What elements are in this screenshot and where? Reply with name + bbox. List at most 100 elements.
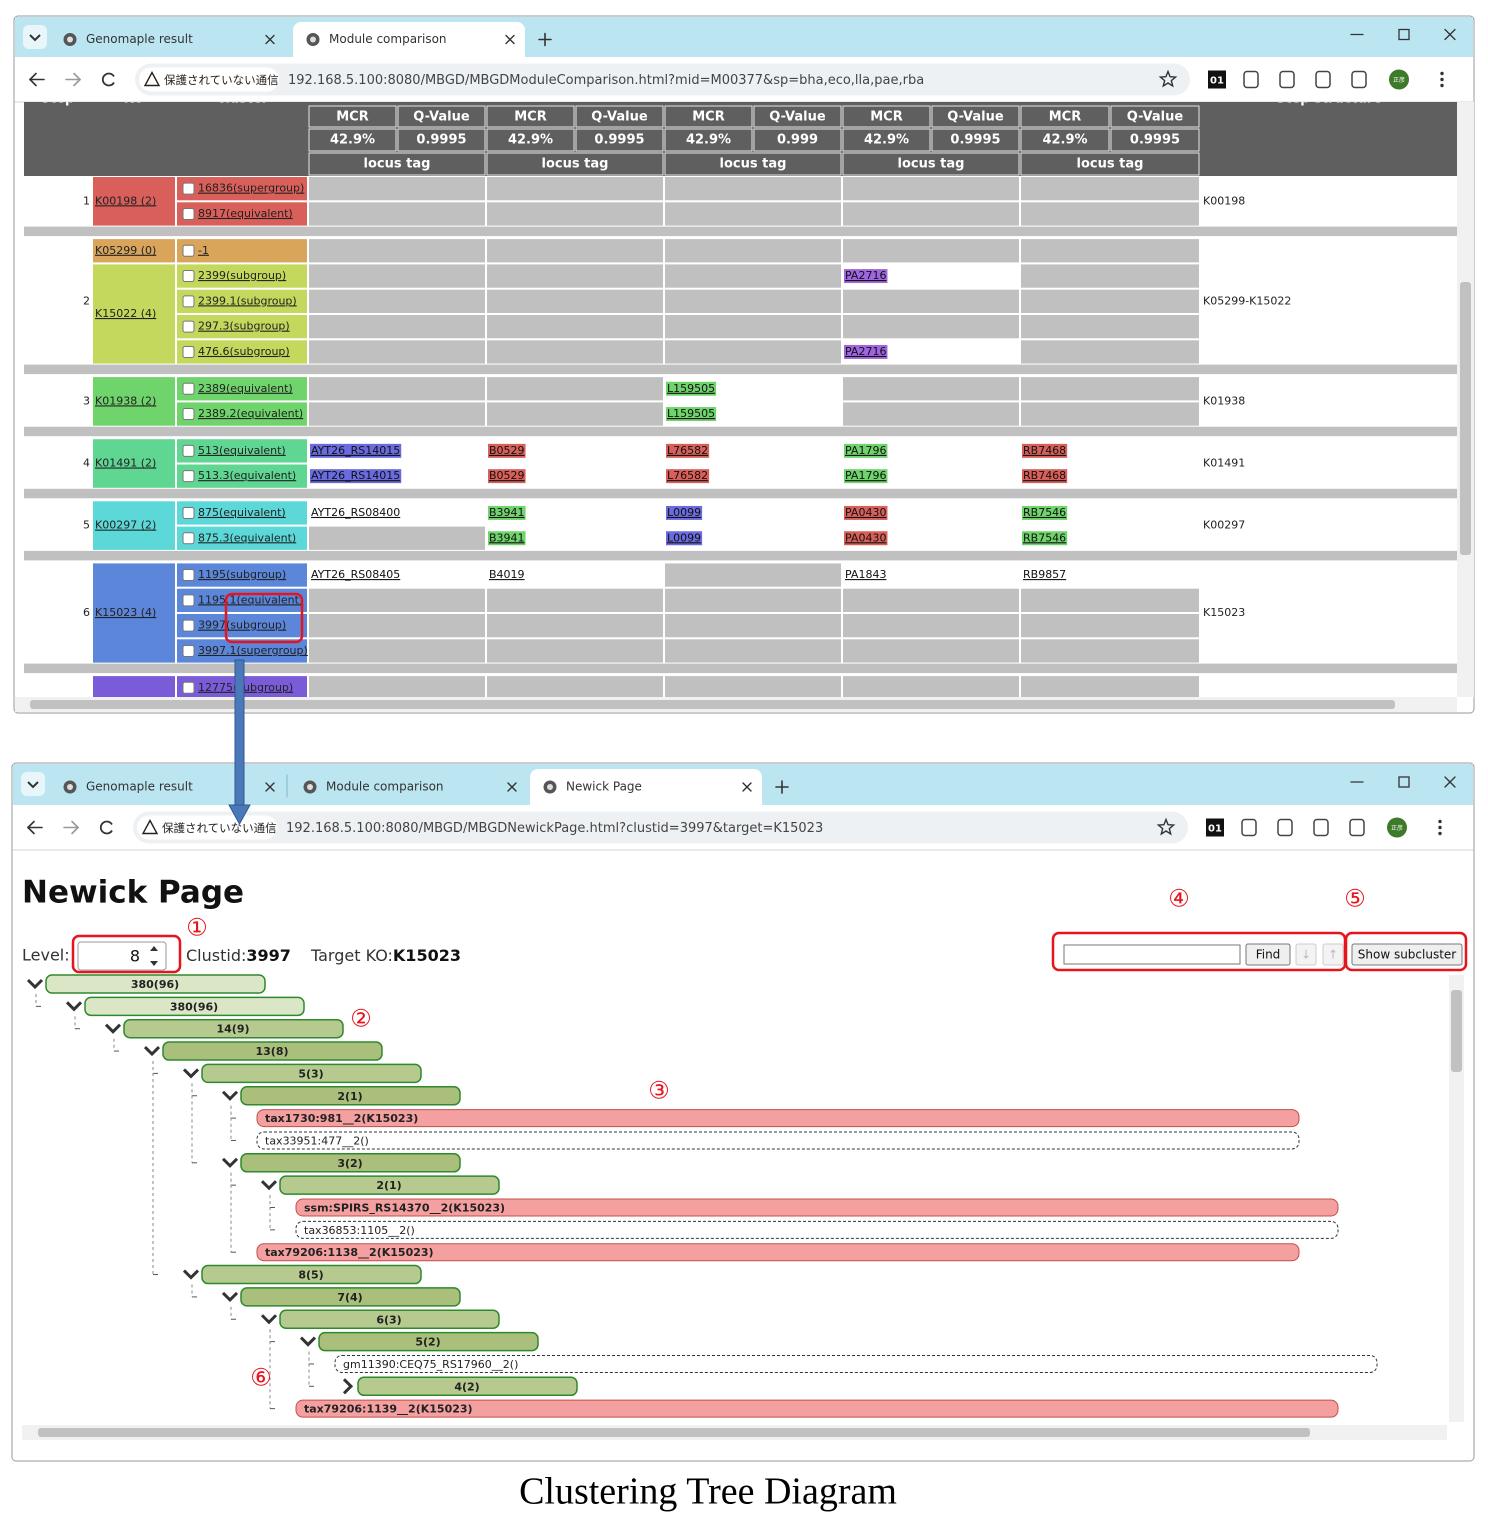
leaf-hit[interactable] xyxy=(256,1243,1300,1262)
locus-link[interactable]: L76582 xyxy=(667,444,708,457)
level-value[interactable]: 8 xyxy=(130,947,140,966)
omnibox[interactable] xyxy=(133,811,1188,844)
ko-link[interactable]: K00198 (2) xyxy=(95,194,156,207)
collapse-toggle[interactable] xyxy=(143,1045,161,1057)
collapse-toggle[interactable] xyxy=(260,1180,278,1191)
tab-title[interactable]: Genomaple result xyxy=(86,32,193,46)
locus-link[interactable]: L0099 xyxy=(667,506,701,519)
toolbar-icon[interactable] xyxy=(1243,70,1259,89)
tree-node[interactable] xyxy=(240,1287,461,1307)
h-scroll-thumb[interactable] xyxy=(38,1428,1310,1437)
ko-link[interactable]: K00297 (2) xyxy=(95,519,156,532)
collapse-toggle[interactable] xyxy=(260,1314,278,1325)
collapse-toggle[interactable] xyxy=(221,1157,239,1168)
spin-up[interactable] xyxy=(150,946,158,951)
checkbox[interactable] xyxy=(182,532,195,545)
cluster-link[interactable]: 2389.2(equivalent) xyxy=(198,407,303,420)
node-label[interactable]: 2(1) xyxy=(337,1090,362,1103)
extension-icon[interactable] xyxy=(1208,70,1226,89)
cluster-link[interactable]: 2389(equivalent) xyxy=(198,382,293,395)
button-label[interactable]: ↑ xyxy=(1328,948,1338,962)
node-label[interactable]: 7(4) xyxy=(337,1291,362,1304)
leaf-hit[interactable] xyxy=(295,1399,1339,1418)
leaf[interactable] xyxy=(256,1131,1300,1150)
collapse-toggle[interactable] xyxy=(26,978,44,990)
tree-node[interactable] xyxy=(45,974,266,994)
ko-link[interactable]: K01938 (2) xyxy=(95,394,156,407)
checkbox[interactable] xyxy=(182,382,195,395)
avatar[interactable] xyxy=(1387,817,1407,838)
leaf-label[interactable]: tax79206:1138__2(K15023) xyxy=(265,1246,434,1259)
button[interactable] xyxy=(1295,943,1317,966)
h-scroll-thumb[interactable] xyxy=(30,700,1395,709)
locus-link[interactable]: PA1796 xyxy=(845,444,886,457)
leaf-hit[interactable] xyxy=(256,1109,1300,1128)
tab-title[interactable]: Module comparison xyxy=(326,780,444,794)
cluster-link[interactable]: 3997(subgroup) xyxy=(198,619,286,632)
checkbox[interactable] xyxy=(182,295,195,308)
star-icon[interactable] xyxy=(1158,69,1178,88)
locus-link[interactable]: AYT26_RS08405 xyxy=(311,568,400,581)
locus-link[interactable]: PA2716 xyxy=(845,345,886,358)
locus-link[interactable]: RB7468 xyxy=(1023,444,1066,457)
checkbox[interactable] xyxy=(182,470,195,483)
extension-icon[interactable] xyxy=(1206,818,1224,837)
star-icon[interactable] xyxy=(1156,817,1176,836)
avatar[interactable] xyxy=(1389,69,1409,90)
level-input[interactable] xyxy=(77,941,167,971)
collapse-toggle[interactable] xyxy=(182,1068,200,1079)
v-scroll-thumb[interactable] xyxy=(1451,990,1462,1072)
node-label[interactable]: 8(5) xyxy=(298,1269,323,1282)
tab-active[interactable] xyxy=(293,22,525,63)
button[interactable] xyxy=(1245,943,1291,966)
v-scroll-thumb[interactable] xyxy=(1460,282,1471,555)
locus-link[interactable]: PA0430 xyxy=(845,506,886,519)
checkbox[interactable] xyxy=(182,345,195,358)
collapse-toggle[interactable] xyxy=(104,1023,122,1034)
cluster-link[interactable]: 297.3(subgroup) xyxy=(198,320,290,333)
cluster-link[interactable]: 8917(equivalent) xyxy=(198,207,293,220)
locus-link[interactable]: RB9857 xyxy=(1023,568,1066,581)
toolbar-icon[interactable] xyxy=(1315,70,1331,89)
collapse-toggle[interactable] xyxy=(182,1269,200,1280)
locus-link[interactable]: RB7468 xyxy=(1023,469,1066,482)
tree-node[interactable] xyxy=(279,1309,500,1329)
checkbox[interactable] xyxy=(182,569,195,582)
tree-node[interactable] xyxy=(201,1063,422,1084)
checkbox[interactable] xyxy=(182,619,195,632)
tree-node[interactable] xyxy=(240,1153,461,1173)
cluster-link[interactable]: 1195(subgroup) xyxy=(198,568,286,581)
collapse-toggle[interactable] xyxy=(221,1090,239,1101)
locus-link[interactable]: RB7546 xyxy=(1023,506,1066,519)
node-label[interactable]: 2(1) xyxy=(376,1179,401,1192)
toolbar-icon[interactable] xyxy=(1277,818,1293,837)
checkbox[interactable] xyxy=(182,644,195,657)
locus-link[interactable]: AYT26_RS08400 xyxy=(311,506,400,519)
node-label[interactable]: 380(96) xyxy=(170,1000,218,1013)
checkbox[interactable] xyxy=(182,320,195,333)
leaf-hit[interactable] xyxy=(295,1198,1339,1217)
ko-link[interactable]: K01491 (2) xyxy=(95,457,156,470)
checkbox[interactable] xyxy=(182,506,195,519)
cluster-link[interactable]: 875.3(equivalent) xyxy=(198,531,296,544)
v-scrollbar[interactable] xyxy=(1449,975,1464,1422)
cluster-link[interactable]: 2399.1(subgroup) xyxy=(198,294,297,307)
cluster-link[interactable]: 1195.1(equivalent) xyxy=(198,593,303,606)
locus-link[interactable]: B0529 xyxy=(489,469,525,482)
locus-link[interactable]: B4019 xyxy=(489,568,525,581)
leaf-label[interactable]: ssm:SPIRS_RS14370__2(K15023) xyxy=(304,1202,505,1215)
tree-node[interactable] xyxy=(201,1264,422,1285)
security-chip[interactable] xyxy=(139,67,279,92)
cluster-link[interactable]: -1 xyxy=(198,244,209,257)
toolbar-icon[interactable] xyxy=(1349,818,1365,837)
node-label[interactable]: 6(3) xyxy=(376,1313,401,1326)
locus-link[interactable]: L0099 xyxy=(667,531,701,544)
collapse-toggle[interactable] xyxy=(65,1001,83,1012)
locus-link[interactable]: PA2716 xyxy=(845,269,886,282)
leaf[interactable] xyxy=(334,1354,1378,1373)
node-label[interactable]: 4(2) xyxy=(454,1380,479,1393)
tree-node[interactable] xyxy=(123,1018,344,1039)
cluster-link[interactable]: 513.3(equivalent) xyxy=(198,469,296,482)
checkbox[interactable] xyxy=(182,207,195,220)
checkbox[interactable] xyxy=(182,182,195,195)
